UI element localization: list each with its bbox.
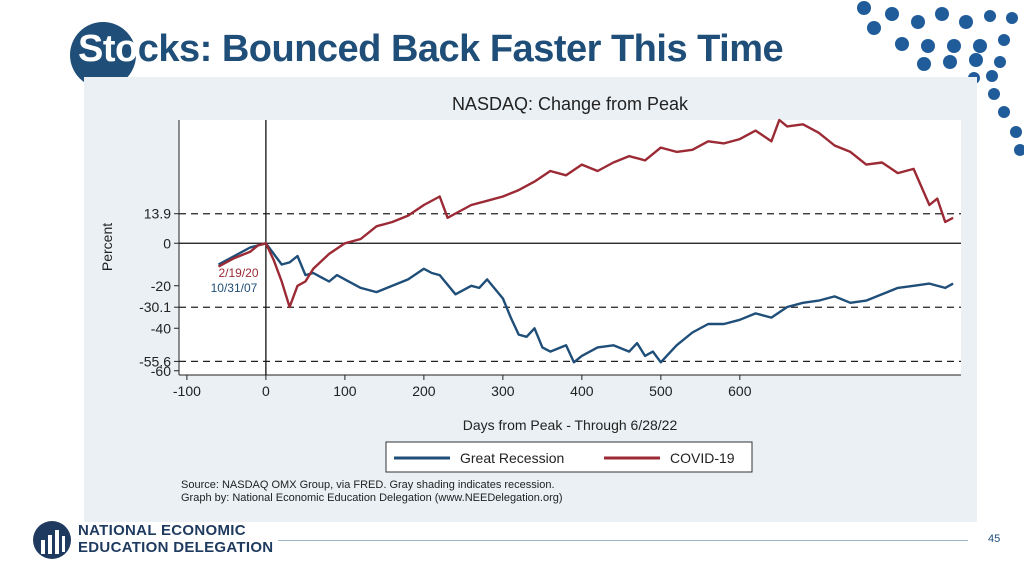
y-tick-label: -20 [151, 278, 171, 294]
y-axis-label: Percent [99, 223, 115, 271]
legend: Great Recession COVID-19 [385, 441, 753, 473]
plot-area [179, 120, 961, 375]
y-tick-label: -40 [151, 320, 171, 336]
logo-line-2: EDUCATION DELEGATION [78, 539, 274, 556]
source-line-2: Graph by: National Economic Education De… [181, 492, 563, 504]
logo-text: NATIONAL ECONOMIC EDUCATION DELEGATION [78, 522, 273, 556]
source-line-1: Source: NASDAQ OMX Group, via FRED. Gray… [181, 479, 555, 491]
y-tick-label: -55.6 [139, 353, 171, 369]
x-tick-label: 200 [412, 383, 436, 399]
x-axis-label: Days from Peak - Through 6/28/22 [463, 417, 678, 433]
x-tick-label: 500 [649, 383, 673, 399]
nasdaq-chart: NASDAQ: Change from Peak 13.9 0 -20 -30.1 -4… [99, 94, 961, 504]
y-tick-label: 13.9 [144, 206, 171, 222]
x-tick-label: 0 [262, 383, 270, 399]
peak-date-annotation: 2/19/20 [218, 266, 258, 280]
x-tick-label: 600 [728, 383, 752, 399]
legend-label-great-recession: Great Recession [460, 450, 564, 466]
series-line-great-recession [217, 242, 954, 364]
slide-title-part1: Sto [78, 28, 138, 70]
y-tick-label: -30.1 [139, 299, 171, 315]
decorative-dots [857, 1, 1024, 156]
slide-title: Stocks: Bounced Back Faster This Time [78, 28, 784, 71]
logo-line-1: NATIONAL ECONOMIC [78, 522, 246, 539]
peak-date-annotation: 10/31/07 [211, 281, 258, 295]
x-tick-label: -100 [173, 383, 201, 399]
chart-panel: NASDAQ: Change from Peak 13.9 0 -20 -30.1 -4… [84, 77, 977, 522]
x-tick-label: 100 [333, 383, 357, 399]
chart-title: NASDAQ: Change from Peak [452, 94, 689, 114]
slide-title-part2: cks: Bounced Back Faster This Time [137, 28, 784, 70]
y-tick-label: -60 [151, 363, 171, 379]
legend-label-covid: COVID-19 [670, 450, 735, 466]
page-number: 45 [988, 533, 1001, 545]
y-tick-label: 0 [163, 235, 171, 251]
series-line-covid-19 [217, 118, 954, 309]
x-tick-label: 400 [570, 383, 594, 399]
need-logo-icon [33, 521, 71, 559]
footer-divider [278, 540, 968, 541]
x-tick-label: 300 [491, 383, 515, 399]
